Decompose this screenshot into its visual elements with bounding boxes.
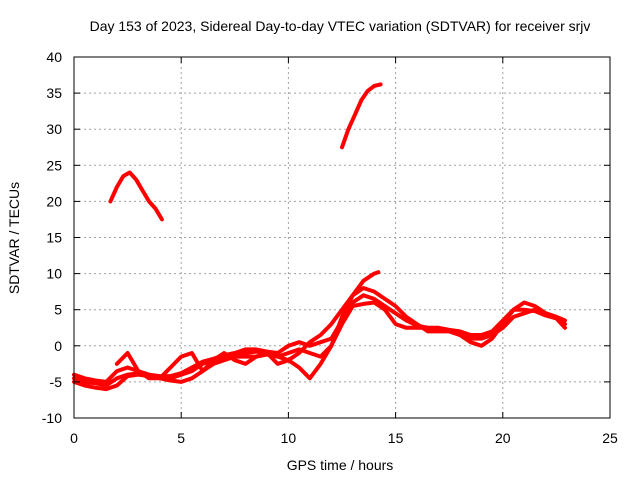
- series-layer: [72, 82, 567, 392]
- y-tick-label: 20: [46, 193, 62, 209]
- y-tick-label: 30: [46, 121, 62, 137]
- series-line-track-c: [72, 293, 567, 384]
- x-axis-title: GPS time / hours: [287, 457, 394, 473]
- x-tick-label: 25: [602, 430, 618, 446]
- series-line-track-d: [114, 270, 381, 381]
- y-tick-label: -10: [42, 410, 62, 426]
- y-axis-title: SDTVAR / TECUs: [6, 182, 22, 294]
- y-tick-label: 5: [54, 302, 62, 318]
- y-tick-label: 15: [46, 230, 62, 246]
- y-tick-label: -5: [50, 374, 63, 390]
- x-tick-label: 10: [281, 430, 297, 446]
- grid: [74, 57, 610, 418]
- y-tick-label: 0: [54, 338, 62, 354]
- y-tick-label: 10: [46, 266, 62, 282]
- chart-title: Day 153 of 2023, Sidereal Day-to-day VTE…: [90, 18, 591, 34]
- series-line-track-e: [108, 170, 164, 222]
- x-tick-label: 0: [70, 430, 78, 446]
- y-tick-label: 40: [46, 49, 62, 65]
- x-tick-label: 15: [388, 430, 404, 446]
- y-tick-label: 35: [46, 85, 62, 101]
- x-tick-label: 5: [177, 430, 185, 446]
- series-line-track-f: [340, 82, 383, 150]
- y-tick-label: 25: [46, 157, 62, 173]
- x-tick-label: 20: [495, 430, 511, 446]
- axis-ticks: 0 5 10 15 20 25 -10 -5 0 5 10 15 20 25 30 35 40: [42, 49, 618, 446]
